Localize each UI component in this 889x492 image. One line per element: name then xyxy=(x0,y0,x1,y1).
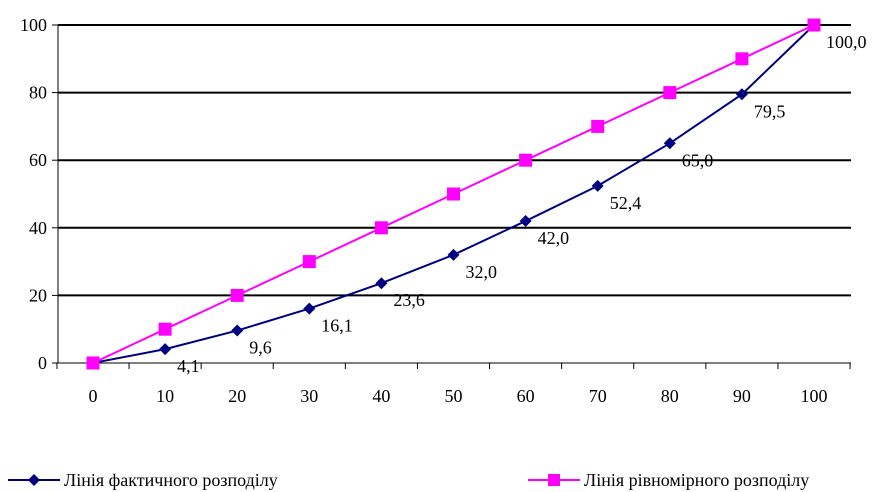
gridlines xyxy=(58,24,851,297)
data-label: 16,1 xyxy=(321,316,353,336)
y-tick-label: 80 xyxy=(29,83,47,103)
x-tick-label: 10 xyxy=(156,386,174,406)
data-label: 52,4 xyxy=(610,193,642,213)
data-point-uniform xyxy=(447,187,460,201)
y-tick-label: 20 xyxy=(29,285,47,305)
x-tick-label: 100 xyxy=(801,386,828,406)
x-tick-label: 20 xyxy=(228,386,246,406)
data-point-actual xyxy=(735,88,748,101)
x-tick-label: 50 xyxy=(445,386,463,406)
series-uniform-distribution xyxy=(86,18,821,370)
data-point-uniform xyxy=(230,288,244,302)
data-labels: 4,1 9,6 16,1 23,6 32,0 42,0 52,4 65,0 79,5 100,0 xyxy=(177,32,866,376)
y-tick-label: 40 xyxy=(29,218,47,238)
data-point-uniform xyxy=(735,52,749,66)
y-tick-label: 0 xyxy=(38,353,47,373)
data-point-uniform xyxy=(519,153,533,167)
legend-marker-actual xyxy=(8,474,60,486)
data-point-uniform xyxy=(591,119,605,133)
y-axis-ticks: 0 20 40 60 80 100 xyxy=(20,15,58,373)
data-point-actual xyxy=(231,324,244,337)
legend-label-uniform: Лінія рівномірного розподілу xyxy=(584,469,810,490)
data-label: 23,6 xyxy=(393,290,425,310)
data-point-uniform xyxy=(663,86,677,100)
data-point-actual xyxy=(519,215,532,228)
data-point-uniform xyxy=(86,356,100,370)
y-tick-label: 100 xyxy=(20,15,47,35)
data-label: 79,5 xyxy=(754,101,786,121)
data-label: 42,0 xyxy=(538,228,570,248)
data-point-uniform xyxy=(807,18,821,32)
data-label: 32,0 xyxy=(466,262,498,282)
series-actual-distribution xyxy=(87,19,820,369)
data-label: 100,0 xyxy=(826,32,867,52)
data-label: 9,6 xyxy=(249,338,272,358)
data-point-actual xyxy=(447,248,460,261)
data-label: 65,0 xyxy=(682,150,714,170)
x-tick-label: 90 xyxy=(733,386,751,406)
x-tick-label: 80 xyxy=(661,386,679,406)
data-point-actual xyxy=(159,343,172,356)
data-point-uniform xyxy=(302,255,316,269)
data-point-actual xyxy=(663,137,676,150)
x-tick-label: 30 xyxy=(300,386,318,406)
x-axis-ticks: 0 10 20 30 40 50 60 70 80 90 100 xyxy=(56,363,851,406)
data-point-uniform xyxy=(158,322,172,336)
data-point-actual xyxy=(375,277,388,290)
data-point-actual xyxy=(303,302,316,315)
y-tick-label: 60 xyxy=(29,150,47,170)
legend-item-actual: Лінія фактичного розподілу xyxy=(8,470,278,490)
legend-item-uniform: Лінія рівномірного розподілу xyxy=(528,470,809,490)
data-point-actual xyxy=(591,179,604,192)
data-point-uniform xyxy=(374,221,388,235)
x-tick-label: 70 xyxy=(589,386,607,406)
legend-label-actual: Лінія фактичного розподілу xyxy=(64,469,278,490)
legend-marker-uniform xyxy=(528,474,580,486)
axes xyxy=(57,25,851,364)
data-label: 4,1 xyxy=(177,356,200,376)
x-tick-label: 40 xyxy=(372,386,390,406)
x-tick-label: 60 xyxy=(517,386,535,406)
x-tick-label: 0 xyxy=(89,386,98,406)
